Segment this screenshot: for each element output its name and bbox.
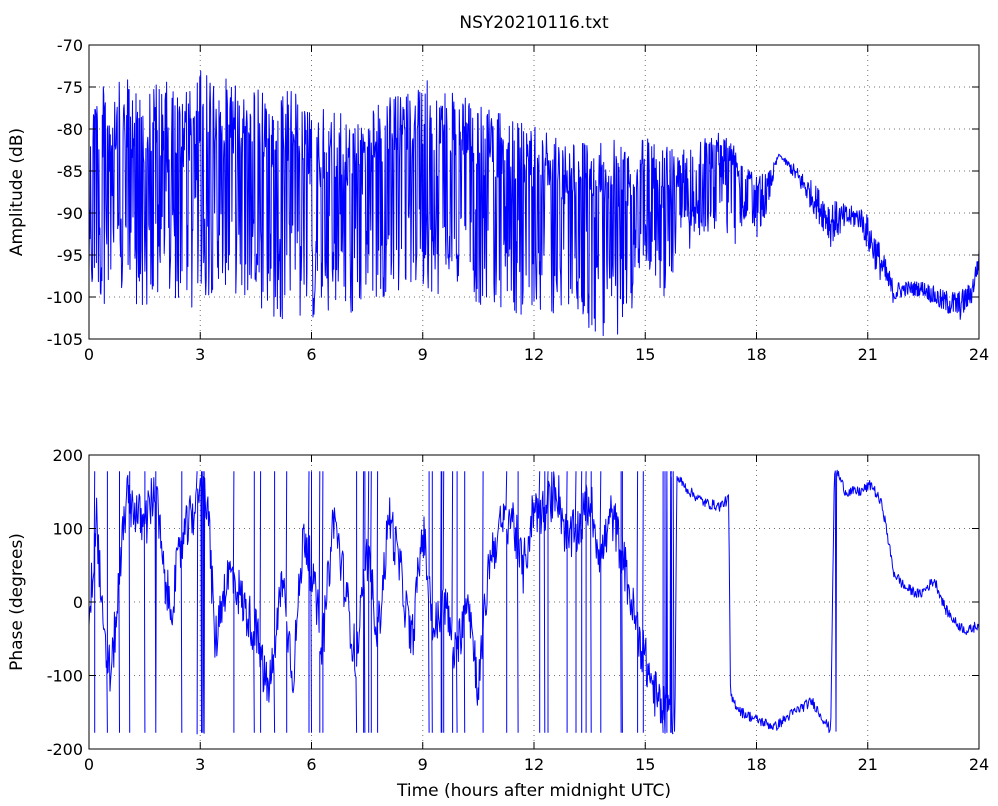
x-tick-label: 6 bbox=[306, 755, 316, 774]
y-tick-label: 200 bbox=[52, 446, 83, 465]
x-tick-label: 21 bbox=[858, 755, 878, 774]
y-tick-label: -105 bbox=[47, 330, 83, 349]
x-tick-label: 3 bbox=[195, 755, 205, 774]
x-tick-label: 24 bbox=[969, 755, 989, 774]
x-tick-label: 12 bbox=[524, 755, 544, 774]
x-axis-label: Time (hours after midnight UTC) bbox=[396, 781, 671, 801]
phase-panel: 0 3 6 9 12 15 18 21 24 -200 -100 0 100 200 Phase (degr… bbox=[7, 446, 989, 774]
y-axis-label: Phase (degrees) bbox=[7, 533, 27, 671]
x-tick-label: 12 bbox=[524, 345, 544, 364]
x-tick-label: 21 bbox=[858, 345, 878, 364]
y-tick-label: -100 bbox=[47, 667, 83, 686]
x-tick-label: 9 bbox=[418, 345, 428, 364]
y-tick-label: 0 bbox=[73, 593, 83, 612]
y-tick-label: -90 bbox=[57, 204, 83, 223]
x-tick-label: 9 bbox=[418, 755, 428, 774]
x-tick-label: 18 bbox=[746, 345, 766, 364]
x-tick-label: 0 bbox=[84, 755, 94, 774]
x-tick-label: 0 bbox=[84, 345, 94, 364]
x-tick-label: 18 bbox=[746, 755, 766, 774]
y-tick-label: 100 bbox=[52, 520, 83, 539]
y-tick-label: -85 bbox=[57, 162, 83, 181]
y-tick-label: -95 bbox=[57, 246, 83, 265]
x-tick-label: 6 bbox=[306, 345, 316, 364]
x-tick-label: 3 bbox=[195, 345, 205, 364]
x-tick-label: 15 bbox=[635, 755, 655, 774]
x-tick-label: 15 bbox=[635, 345, 655, 364]
amplitude-series-line bbox=[89, 70, 979, 337]
y-tick-label: -75 bbox=[57, 78, 83, 97]
chart-title: NSY20210116.txt bbox=[459, 13, 609, 33]
phase-series-line bbox=[89, 469, 979, 735]
y-tick-label: -200 bbox=[47, 740, 83, 759]
y-axis-label: Amplitude (dB) bbox=[7, 128, 27, 256]
y-tick-label: -80 bbox=[57, 120, 83, 139]
x-tick-label: 24 bbox=[969, 345, 989, 364]
y-tick-label: -70 bbox=[57, 36, 83, 55]
amplitude-panel: 0 3 6 9 12 15 18 21 24 -105 -100 -95 -90 -85 -80 -75 -70… bbox=[7, 36, 989, 364]
y-tick-label: -100 bbox=[47, 288, 83, 307]
